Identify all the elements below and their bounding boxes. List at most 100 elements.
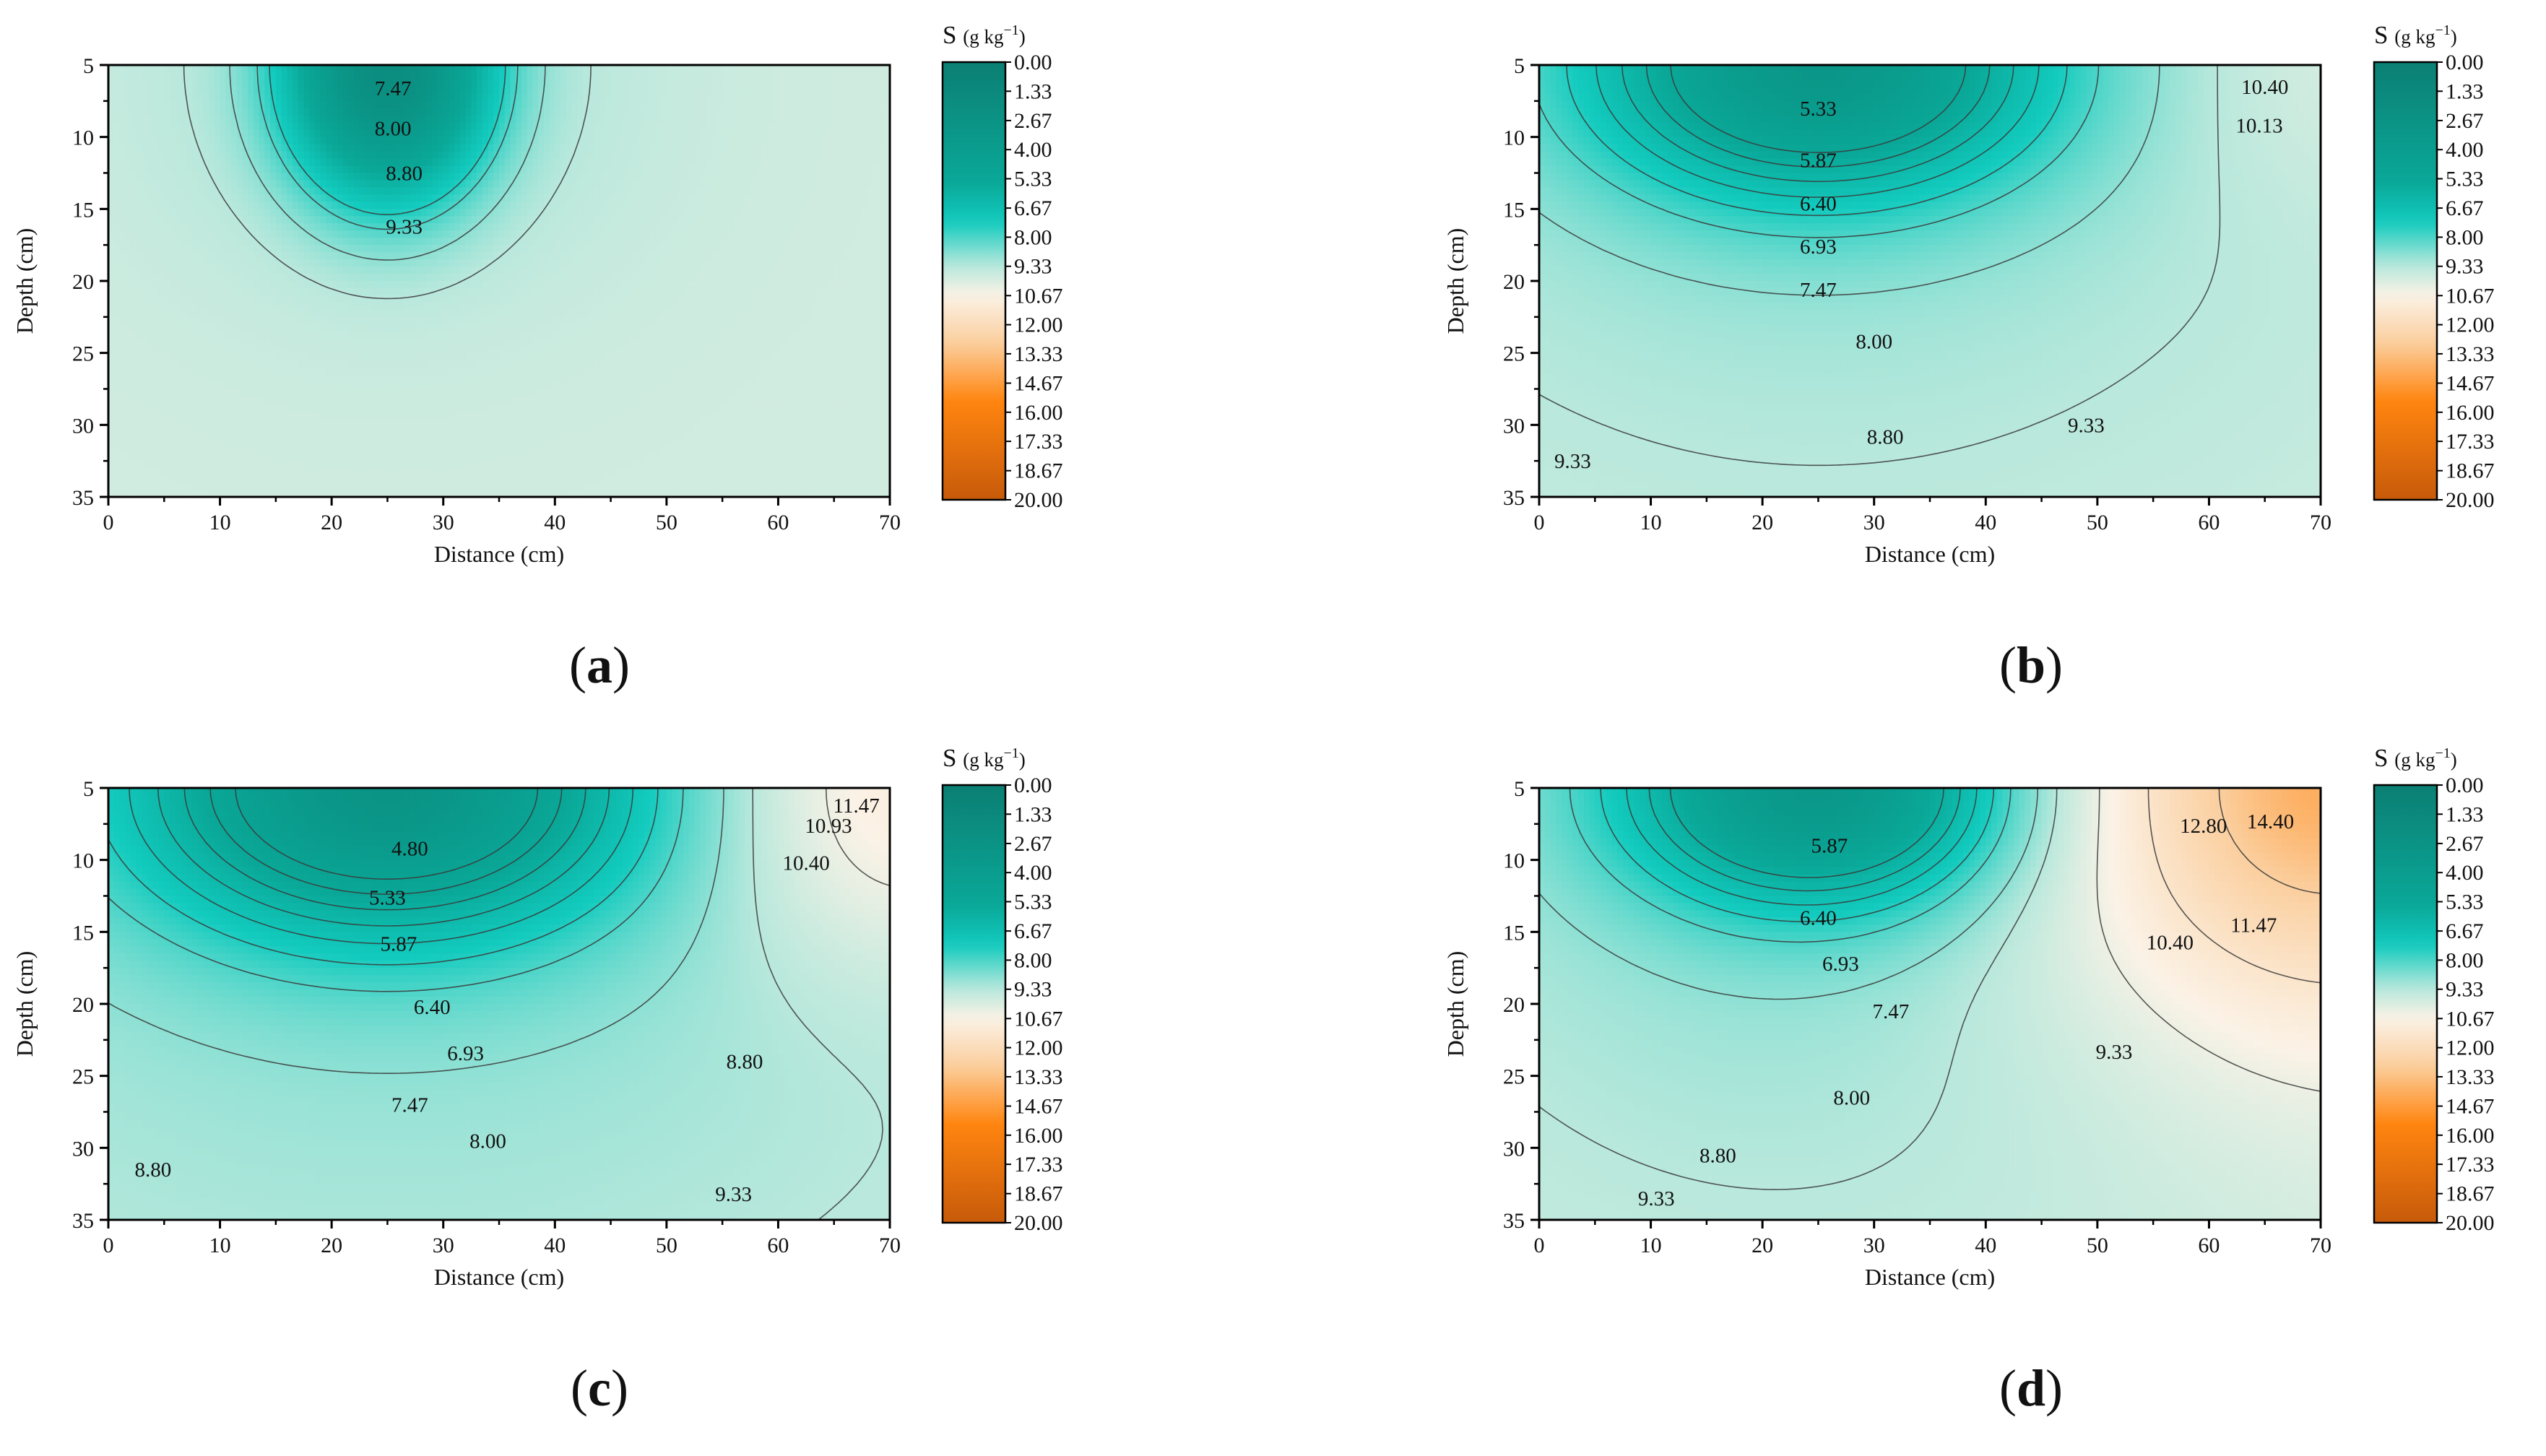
x-tick-c-2: 20	[321, 1234, 342, 1257]
colorbar-title-d: S (g kg−1)	[2374, 744, 2457, 772]
colorbar-tick-c-13: 17.33	[1014, 1153, 1063, 1176]
colorbar-tick-d-5: 6.67	[2446, 919, 2484, 943]
x-tick-d-2: 20	[1752, 1234, 1773, 1257]
contour-label-c-7: 8.80	[727, 1051, 763, 1074]
x-tick-d-5: 50	[2087, 1234, 2108, 1257]
colorbar-a: 0.00 1.33 2.67 4.00 5.33 6.67 8.00 9.33 10.67 12.…	[941, 21, 1063, 512]
y-tick-b-2: 15	[1503, 198, 1525, 222]
colorbar-b: 0.00 1.33 2.67 4.00 5.33 6.67 8.00 9.33 10.67 12.…	[2373, 21, 2495, 512]
x-tick-a-6: 60	[767, 511, 789, 534]
colorbar-tick-d-14: 18.67	[2446, 1182, 2495, 1206]
contour-label-c-2: 5.87	[381, 932, 417, 956]
colorbar-tick-b-7: 9.33	[2446, 255, 2484, 279]
x-tick-a-1: 10	[209, 511, 231, 534]
colorbar-tick-c-5: 6.67	[1014, 919, 1052, 943]
contour-line-c-2	[183, 788, 586, 911]
contour-label-a-1: 8.00	[375, 118, 412, 141]
y-tick-c-6: 35	[72, 1209, 94, 1233]
contour-label-d-2: 6.93	[1822, 953, 1859, 976]
contour-line-b-6	[1539, 65, 2160, 296]
y-tick-b-6: 35	[1503, 486, 1525, 510]
y-tick-b-4: 25	[1503, 342, 1525, 366]
panel-a: 7.47 8.00 8.80 9.33 0 10 20 30 40 50 60 70 5 10 15 20 25…	[12, 21, 1063, 694]
contour-label-b-2: 6.40	[1800, 192, 1837, 215]
contour-label-c-3: 6.40	[414, 996, 451, 1019]
y-tick-a-6: 35	[72, 486, 94, 510]
contour-label-c-10: 11.47	[833, 794, 880, 818]
contour-label-d-1: 6.40	[1800, 906, 1837, 930]
contour-line-d-3	[1600, 788, 1995, 922]
colorbar-tick-a-8: 10.67	[1014, 284, 1063, 308]
colorbar-tick-a-9: 12.00	[1014, 313, 1063, 337]
colorbar-tick-b-12: 16.00	[2446, 401, 2495, 425]
y-tick-c-5: 30	[72, 1137, 94, 1161]
y-tick-d-5: 30	[1503, 1137, 1525, 1161]
y-tick-a-4: 25	[72, 342, 94, 366]
panel-label-c: (c)	[571, 1359, 628, 1417]
contour-fill-c	[108, 788, 890, 1220]
x-axis-title-d: Distance (cm)	[1865, 1264, 1995, 1290]
contour-label-b-0: 5.33	[1800, 98, 1837, 121]
x-tick-b-7: 70	[2310, 511, 2331, 534]
y-tick-d-1: 10	[1503, 849, 1525, 873]
colorbar-c: 0.00 1.33 2.67 4.00 5.33 6.67 8.00 9.33 10.67 12.…	[941, 744, 1063, 1235]
y-tick-c-2: 15	[72, 921, 94, 945]
colorbar-gradient-c	[941, 784, 1007, 1224]
colorbar-tick-a-5: 6.67	[1014, 196, 1052, 220]
contour-label-b-4: 7.47	[1800, 279, 1837, 302]
contour-line-c-5	[108, 788, 659, 966]
x-tick-b-2: 20	[1752, 511, 1773, 534]
contour-label-d-3: 7.47	[1873, 1000, 1910, 1023]
colorbar-gradient-b	[2373, 61, 2438, 501]
contour-label-c-1: 5.33	[369, 886, 406, 909]
contour-label-b-9: 10.40	[2241, 76, 2288, 99]
colorbar-tick-b-3: 4.00	[2446, 138, 2484, 162]
colorbar-gradient-a	[941, 61, 1007, 501]
contour-label-d-9: 11.47	[2230, 914, 2277, 937]
colorbar-tick-b-5: 6.67	[2446, 196, 2484, 220]
contour-line-b-2	[1621, 65, 2014, 183]
colorbar-tick-b-6: 8.00	[2446, 225, 2484, 249]
colorbar-tick-c-12: 16.00	[1014, 1124, 1063, 1148]
colorbar-tick-d-10: 13.33	[2446, 1065, 2495, 1089]
contour-label-d-11: 14.40	[2247, 810, 2294, 833]
contour-label-d-4: 8.00	[1833, 1087, 1870, 1110]
colorbar-title-a: S (g kg−1)	[943, 21, 1026, 49]
colorbar-tick-c-2: 2.67	[1014, 832, 1052, 856]
colorbar-tick-c-7: 9.33	[1014, 978, 1052, 1002]
colorbar-tick-a-10: 13.33	[1014, 342, 1063, 366]
colorbar-tick-d-1: 1.33	[2446, 802, 2484, 826]
colorbar-tick-c-0: 0.00	[1014, 774, 1052, 797]
colorbar-title-b: S (g kg−1)	[2374, 21, 2457, 49]
contour-label-d-7: 9.33	[2096, 1041, 2133, 1064]
x-tick-d-7: 70	[2310, 1234, 2331, 1257]
colorbar-tick-d-2: 2.67	[2446, 832, 2484, 856]
contour-fill-d	[1539, 788, 2321, 1220]
x-tick-d-1: 10	[1640, 1234, 1662, 1257]
y-tick-c-1: 10	[72, 849, 94, 873]
x-tick-c-3: 30	[433, 1234, 454, 1257]
x-tick-c-4: 40	[544, 1234, 566, 1257]
contour-line-d-2	[1626, 788, 1978, 906]
contour-line-b-1	[1645, 65, 1991, 168]
x-axis-title-a: Distance (cm)	[434, 541, 564, 567]
colorbar-tick-d-8: 10.67	[2446, 1007, 2495, 1031]
panel-label-a: (a)	[569, 636, 630, 694]
contour-line-d-0	[1669, 788, 1944, 878]
x-axis-title-c: Distance (cm)	[434, 1264, 564, 1290]
colorbar-tick-a-7: 9.33	[1014, 255, 1052, 279]
colorbar-tick-a-11: 14.67	[1014, 372, 1063, 396]
colorbar-tick-c-1: 1.33	[1014, 802, 1052, 826]
contour-label-b-10: 10.13	[2235, 115, 2282, 138]
y-tick-a-3: 20	[72, 270, 94, 294]
colorbar-tick-d-13: 17.33	[2446, 1153, 2495, 1176]
colorbar-d: 0.00 1.33 2.67 4.00 5.33 6.67 8.00 9.33 10.67 12.…	[2373, 744, 2495, 1235]
x-tick-c-7: 70	[879, 1234, 901, 1257]
contour-line-b-5	[1539, 65, 2100, 238]
y-axis-title-a: Depth (cm)	[12, 228, 38, 334]
contour-label-d-10: 12.80	[2180, 815, 2227, 838]
x-tick-c-6: 60	[767, 1234, 789, 1257]
contour-fill-b	[1539, 65, 2321, 497]
y-tick-b-1: 10	[1503, 126, 1525, 150]
contour-line-d-1	[1648, 788, 1961, 892]
